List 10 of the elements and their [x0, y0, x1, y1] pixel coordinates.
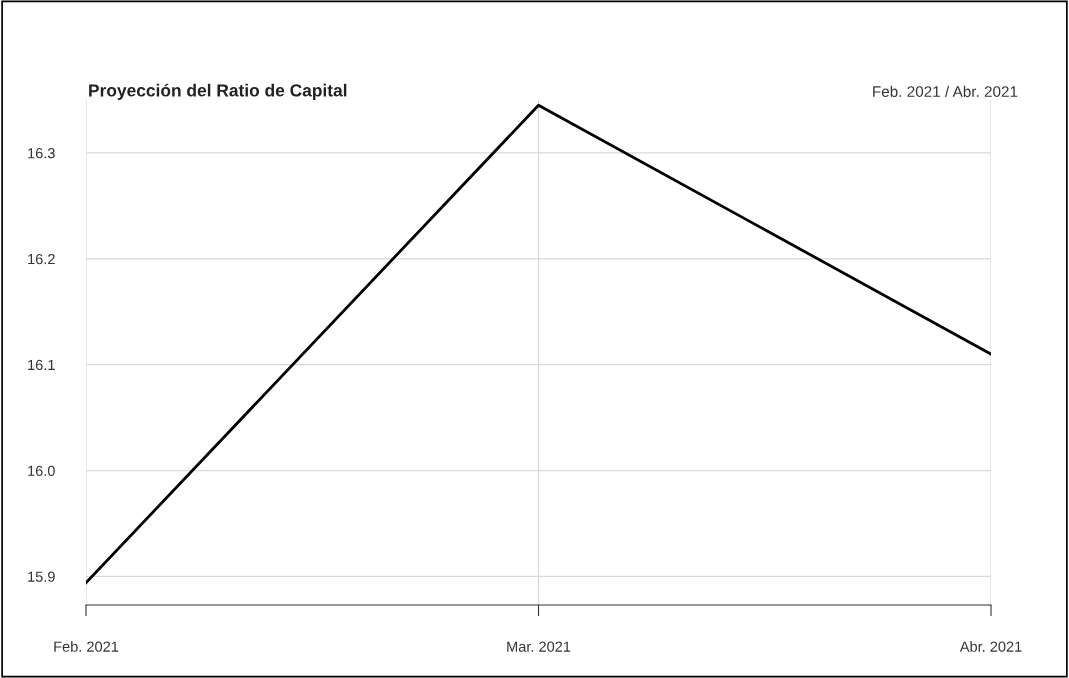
- chart-subtitle: Feb. 2021 / Abr. 2021: [873, 85, 1018, 97]
- y-tick-label: 16.3: [28, 148, 55, 159]
- chart-title: Proyección del Ratio de Capital: [89, 83, 347, 100]
- y-tick-label: 16.1: [28, 359, 55, 371]
- x-tick-label: Abr. 2021: [959, 641, 1022, 652]
- y-tick-label: 16.2: [28, 253, 55, 265]
- y-tick-label: 16.0: [28, 465, 55, 476]
- x-tick-label: Feb. 2021: [54, 641, 119, 652]
- y-tick-label: 15.9: [28, 571, 55, 582]
- x-tick-label: Mar. 2021: [507, 641, 571, 652]
